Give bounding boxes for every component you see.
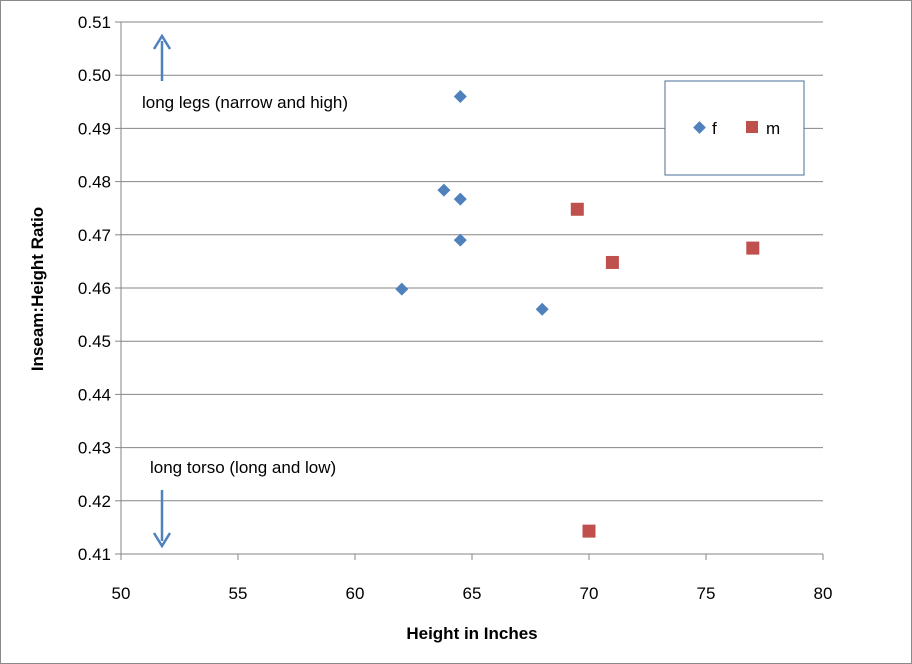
data-point-f: [395, 282, 409, 296]
tick-labels: 0.41 0.42 0.43 0.44 0.45 0.46 0.47 0.48 0.49 0.50…: [78, 13, 833, 603]
y-tick-label: 0.44: [78, 385, 111, 404]
x-tick-label: 70: [580, 584, 599, 603]
axes: [115, 21, 824, 560]
x-tick-label: 60: [346, 584, 365, 603]
y-axis-title: Inseam:Height Ratio: [28, 207, 47, 371]
legend-label-m: m: [766, 119, 780, 138]
y-tick-label: 0.42: [78, 492, 111, 511]
legend-label-f: f: [712, 119, 717, 138]
x-tick-label: 50: [112, 584, 131, 603]
y-tick-label: 0.48: [78, 173, 111, 192]
annotation-text-long-legs: long legs (narrow and high): [142, 93, 348, 112]
data-point-m: [570, 202, 584, 216]
y-tick-label: 0.50: [78, 66, 111, 85]
gridlines: [121, 21, 823, 555]
legend-box: [664, 80, 805, 176]
x-tick-label: 80: [814, 584, 833, 603]
legend-marker-m: [746, 121, 758, 133]
data-point-f: [437, 183, 451, 197]
x-axis-title: Height in Inches: [406, 624, 537, 643]
x-tick-label: 75: [697, 584, 716, 603]
y-tick-label: 0.45: [78, 332, 111, 351]
y-tick-label: 0.46: [78, 279, 111, 298]
data-point-f: [453, 233, 467, 247]
annotation-long-torso: long torso (long and low): [150, 458, 336, 549]
data-point-f: [535, 302, 549, 316]
data-point-f: [453, 192, 467, 206]
annotation-long-legs: long legs (narrow and high): [142, 33, 348, 112]
legend: f m: [664, 80, 805, 176]
y-tick-label: 0.49: [78, 119, 111, 138]
data-points: [395, 89, 760, 538]
down-arrow-head: [152, 532, 172, 549]
data-point-m: [605, 255, 619, 269]
data-point-f: [453, 89, 467, 103]
y-tick-label: 0.43: [78, 439, 111, 458]
x-tick-label: 65: [463, 584, 482, 603]
data-point-m: [582, 524, 596, 538]
up-arrow-head: [152, 33, 172, 50]
y-tick-label: 0.41: [78, 545, 111, 564]
x-tick-label: 55: [229, 584, 248, 603]
y-tick-label: 0.51: [78, 13, 111, 32]
data-point-m: [746, 241, 760, 255]
annotation-text-long-torso: long torso (long and low): [150, 458, 336, 477]
y-tick-label: 0.47: [78, 226, 111, 245]
